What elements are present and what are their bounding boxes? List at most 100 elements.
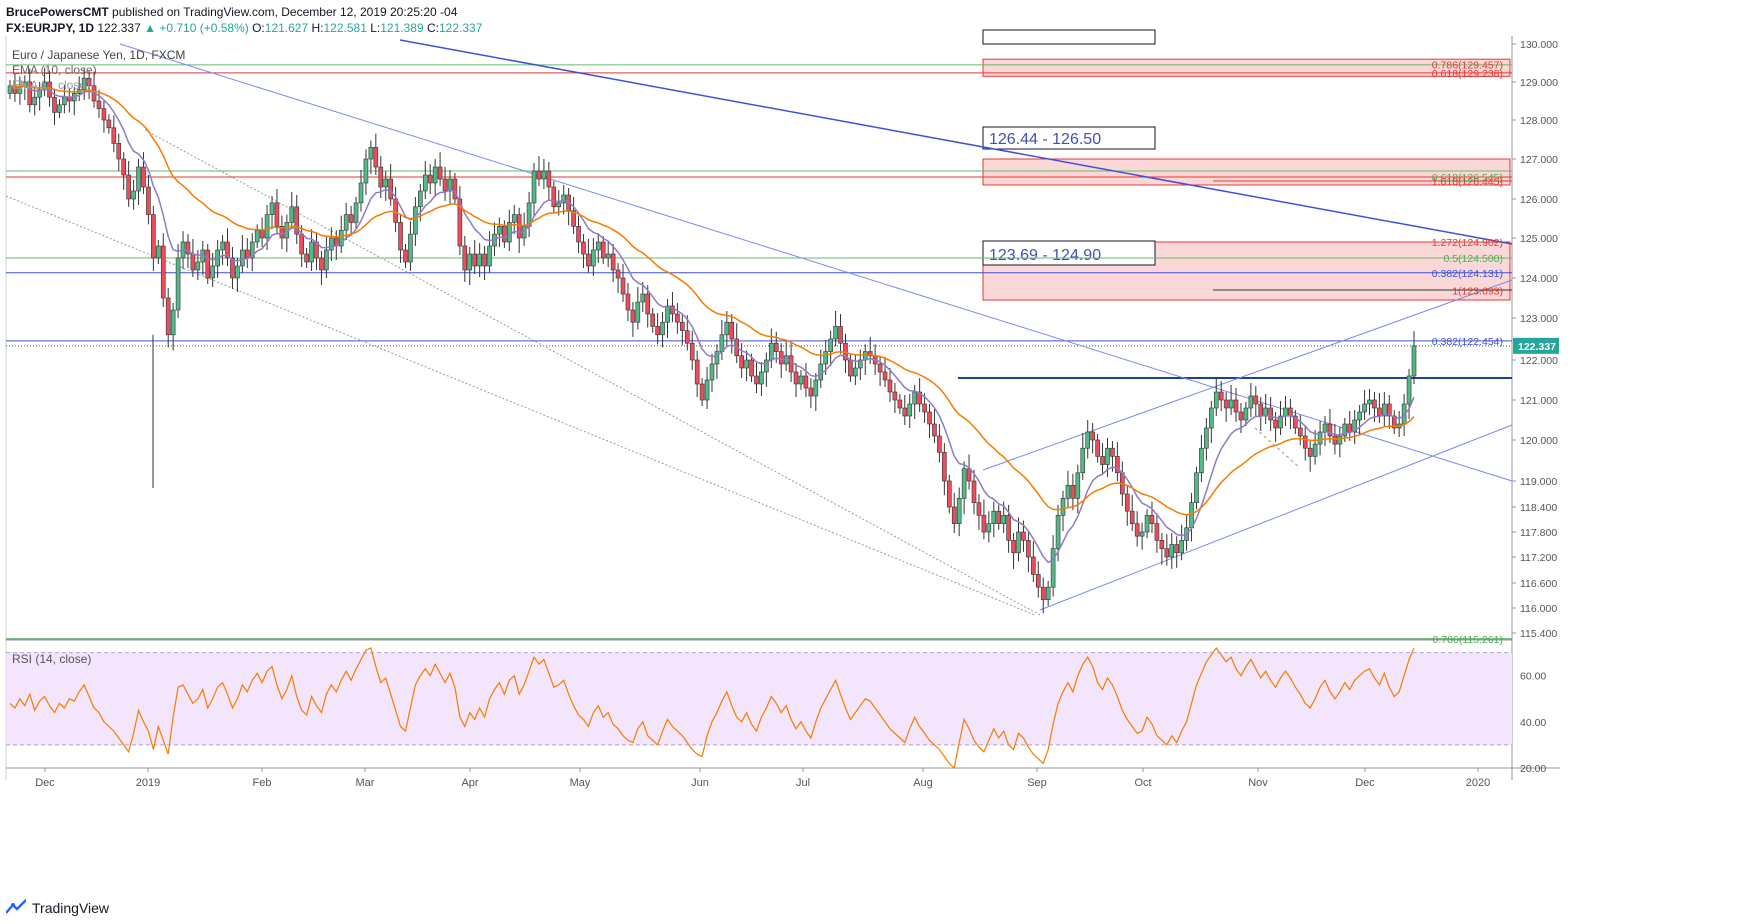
candle-body xyxy=(912,391,917,405)
candle-body xyxy=(813,379,819,397)
candle-body xyxy=(838,326,843,344)
zone-label-box xyxy=(982,240,1156,266)
candle-body xyxy=(1347,423,1353,433)
candle-body xyxy=(1065,485,1071,499)
candle-body xyxy=(719,334,725,352)
candle-body xyxy=(828,338,833,352)
author-name[interactable]: BrucePowersCMT xyxy=(6,5,109,19)
candle-body xyxy=(620,277,626,295)
candle-body xyxy=(1179,540,1184,554)
candle-body xyxy=(536,170,542,180)
price-tick-label: 123.000 xyxy=(1520,313,1558,325)
price-axis[interactable]: 130.000 129.000 128.000 127.000 126.000 125.0… xyxy=(1512,39,1559,640)
candle-body xyxy=(1095,439,1100,457)
candle-body xyxy=(1228,399,1234,409)
candle-body xyxy=(1075,472,1081,499)
candle-body xyxy=(259,229,265,239)
price-tick-label: 129.000 xyxy=(1520,77,1558,89)
time-tick-label: Nov xyxy=(1248,777,1268,789)
dotted-guide-2 xyxy=(5,195,1036,616)
candle-body xyxy=(131,190,136,200)
candle-body xyxy=(324,249,329,271)
time-tick-label: 2020 xyxy=(1466,777,1490,789)
candle-body xyxy=(848,359,853,377)
candle-body xyxy=(52,96,57,113)
last-price-tag-label: 122.337 xyxy=(1518,341,1556,353)
candle-body xyxy=(882,371,888,381)
candle-body xyxy=(447,178,453,192)
candle-body xyxy=(729,321,735,340)
candle-body xyxy=(1174,544,1180,554)
candle-body xyxy=(531,170,537,204)
candle-body xyxy=(205,249,211,279)
candle-body xyxy=(422,174,428,192)
candle-body xyxy=(1060,498,1066,516)
candle-body xyxy=(378,166,384,188)
candle-body xyxy=(1045,586,1051,600)
candle-body xyxy=(319,257,324,271)
candle-body xyxy=(408,233,413,263)
candle-body xyxy=(220,241,225,251)
tradingview-logo-icon[interactable] xyxy=(6,899,26,917)
time-tick-label: Oct xyxy=(1134,777,1151,789)
candle-body xyxy=(1070,485,1076,499)
candle-body xyxy=(1406,375,1412,405)
candle-body xyxy=(1377,407,1382,417)
rsi-tick-label: 20.00 xyxy=(1520,763,1546,775)
price-tick-label: 118.400 xyxy=(1520,502,1557,514)
candle-body xyxy=(961,468,967,499)
candle-body xyxy=(778,351,784,365)
candle-body xyxy=(917,391,922,405)
candle-body xyxy=(704,379,710,401)
footer: TradingView xyxy=(6,899,109,917)
candle-body xyxy=(482,253,487,267)
candle-body xyxy=(165,297,171,336)
price-tick-label: 124.000 xyxy=(1520,273,1558,285)
top-zone-rect xyxy=(982,58,1511,77)
candle-body xyxy=(502,226,507,243)
candle-body xyxy=(764,359,769,373)
candle-body xyxy=(393,198,398,223)
candle-body xyxy=(1085,431,1091,449)
time-axis[interactable]: Dec 2019 Feb Mar Apr May Jun Jul Aug Sep Oct Nov Dec… xyxy=(35,768,1490,789)
price-tick-label: 122.000 xyxy=(1520,355,1558,367)
candle-body xyxy=(1357,411,1362,421)
price-tick-label: 116.000 xyxy=(1520,603,1557,615)
candle-body xyxy=(477,253,482,267)
candle-body xyxy=(1283,407,1288,417)
candle-body xyxy=(146,186,151,215)
candle-body xyxy=(605,253,611,259)
candle-body xyxy=(1001,515,1006,524)
candle-body xyxy=(1367,399,1372,405)
candle-body xyxy=(418,190,423,208)
candle-body xyxy=(497,226,502,235)
candle-body xyxy=(507,222,512,243)
candle-body xyxy=(175,257,181,311)
candle-body xyxy=(368,147,374,160)
candle-body xyxy=(289,206,295,223)
candle-body xyxy=(348,214,354,223)
footer-brand[interactable]: TradingView xyxy=(32,900,110,916)
candle-body xyxy=(1035,574,1041,588)
open-label: O: xyxy=(252,21,265,35)
candle-body xyxy=(551,186,557,208)
trendlines xyxy=(5,39,1513,616)
candle-body xyxy=(304,253,309,263)
fib-label: 0.382(122.454) xyxy=(1432,336,1503,348)
candle-body xyxy=(151,214,156,259)
candle-body xyxy=(343,214,349,231)
candle-body xyxy=(541,170,547,180)
candle-body xyxy=(121,158,127,176)
candle-body xyxy=(586,253,591,267)
candle-body xyxy=(946,480,952,508)
candle-body xyxy=(684,330,690,344)
fib-label: 0.5(124.500) xyxy=(1443,253,1503,265)
candle-body xyxy=(640,293,646,303)
candle-body xyxy=(274,202,280,227)
candle-body xyxy=(625,293,631,311)
candle-body xyxy=(689,342,695,361)
candle-body xyxy=(141,166,146,188)
candle-body xyxy=(62,96,67,106)
candle-body xyxy=(467,253,473,271)
